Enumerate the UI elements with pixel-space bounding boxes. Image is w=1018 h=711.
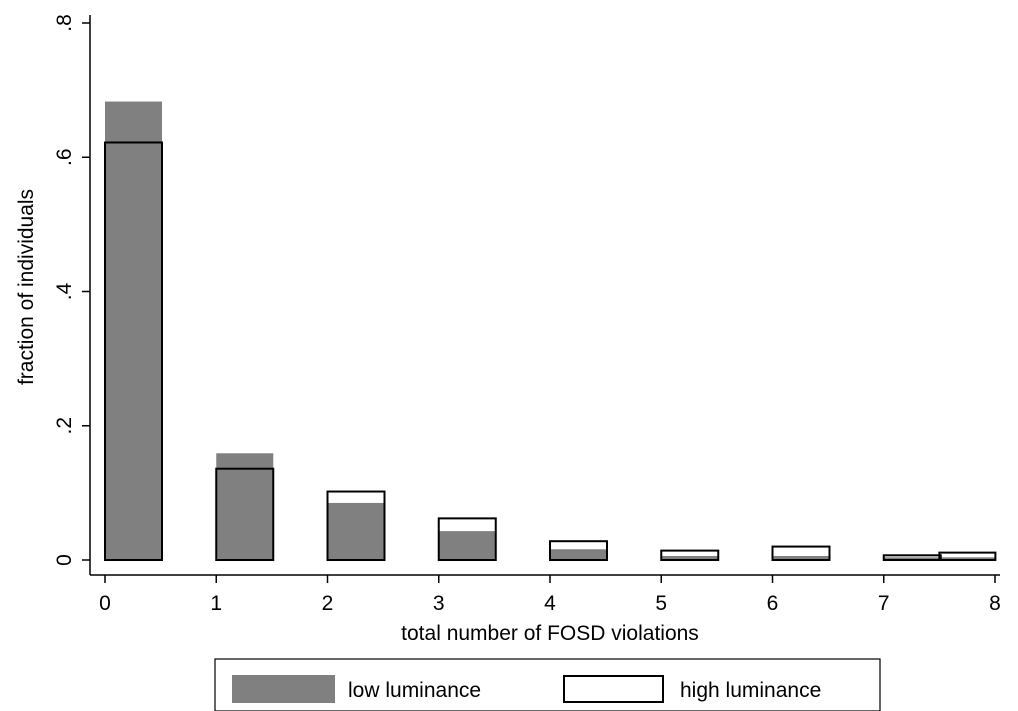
x-tick-label: 0: [99, 592, 111, 615]
y-tick-label: .2: [53, 417, 76, 435]
bar-low-luminance-3: [438, 531, 496, 560]
plot-area: [104, 101, 997, 562]
y-tick-label: 0: [53, 554, 76, 566]
bar-low-luminance-8: [939, 557, 996, 560]
bar-high-luminance-5: [660, 549, 720, 561]
x-tick-label: 6: [767, 592, 779, 615]
bar-high-luminance-7: [882, 554, 942, 562]
x-tick-label: 2: [322, 592, 334, 615]
y-ticks: 0 .2 .4 .6 .8: [53, 14, 90, 566]
y-tick-label: .4: [53, 282, 76, 300]
y-tick-label: .8: [53, 14, 76, 32]
legend: low luminance high luminance: [214, 658, 881, 711]
y-axis-label: fraction of individuals: [15, 189, 38, 385]
bar-low-luminance-5: [661, 555, 719, 560]
x-tick-label: 3: [433, 592, 445, 615]
bar-high-luminance-0: [104, 141, 163, 561]
bar-low-luminance-6: [772, 555, 830, 560]
bar-high-luminance-3: [437, 517, 497, 562]
bar-low-luminance-2: [327, 502, 385, 560]
legend-label-high-luminance: high luminance: [680, 679, 821, 702]
bar-low-luminance-0: [105, 101, 162, 560]
y-tick-label: .6: [53, 148, 76, 166]
bar-high-luminance-1: [215, 467, 275, 561]
x-axis-label: total number of FOSD violations: [401, 622, 699, 645]
x-tick-label: 4: [544, 592, 556, 615]
x-tick-label: 7: [878, 592, 890, 615]
legend-swatch-high-luminance: [563, 675, 664, 703]
x-tick-label: 5: [655, 592, 667, 615]
bar-low-luminance-4: [550, 549, 607, 560]
bar-high-luminance-2: [326, 490, 386, 561]
x-tick-label: 1: [210, 592, 222, 615]
bar-low-luminance-1: [216, 453, 274, 560]
bar-high-luminance-4: [549, 540, 608, 562]
bar-high-luminance-8: [938, 551, 997, 562]
bar-low-luminance-7: [883, 557, 941, 560]
legend-swatch-low-luminance: [232, 675, 335, 703]
x-tick-label: 8: [989, 592, 1001, 615]
legend-label-low-luminance: low luminance: [348, 679, 481, 702]
x-ticks: 0 1 2 3 4 5 6 7 8: [99, 575, 1001, 615]
bar-high-luminance-6: [771, 545, 831, 562]
